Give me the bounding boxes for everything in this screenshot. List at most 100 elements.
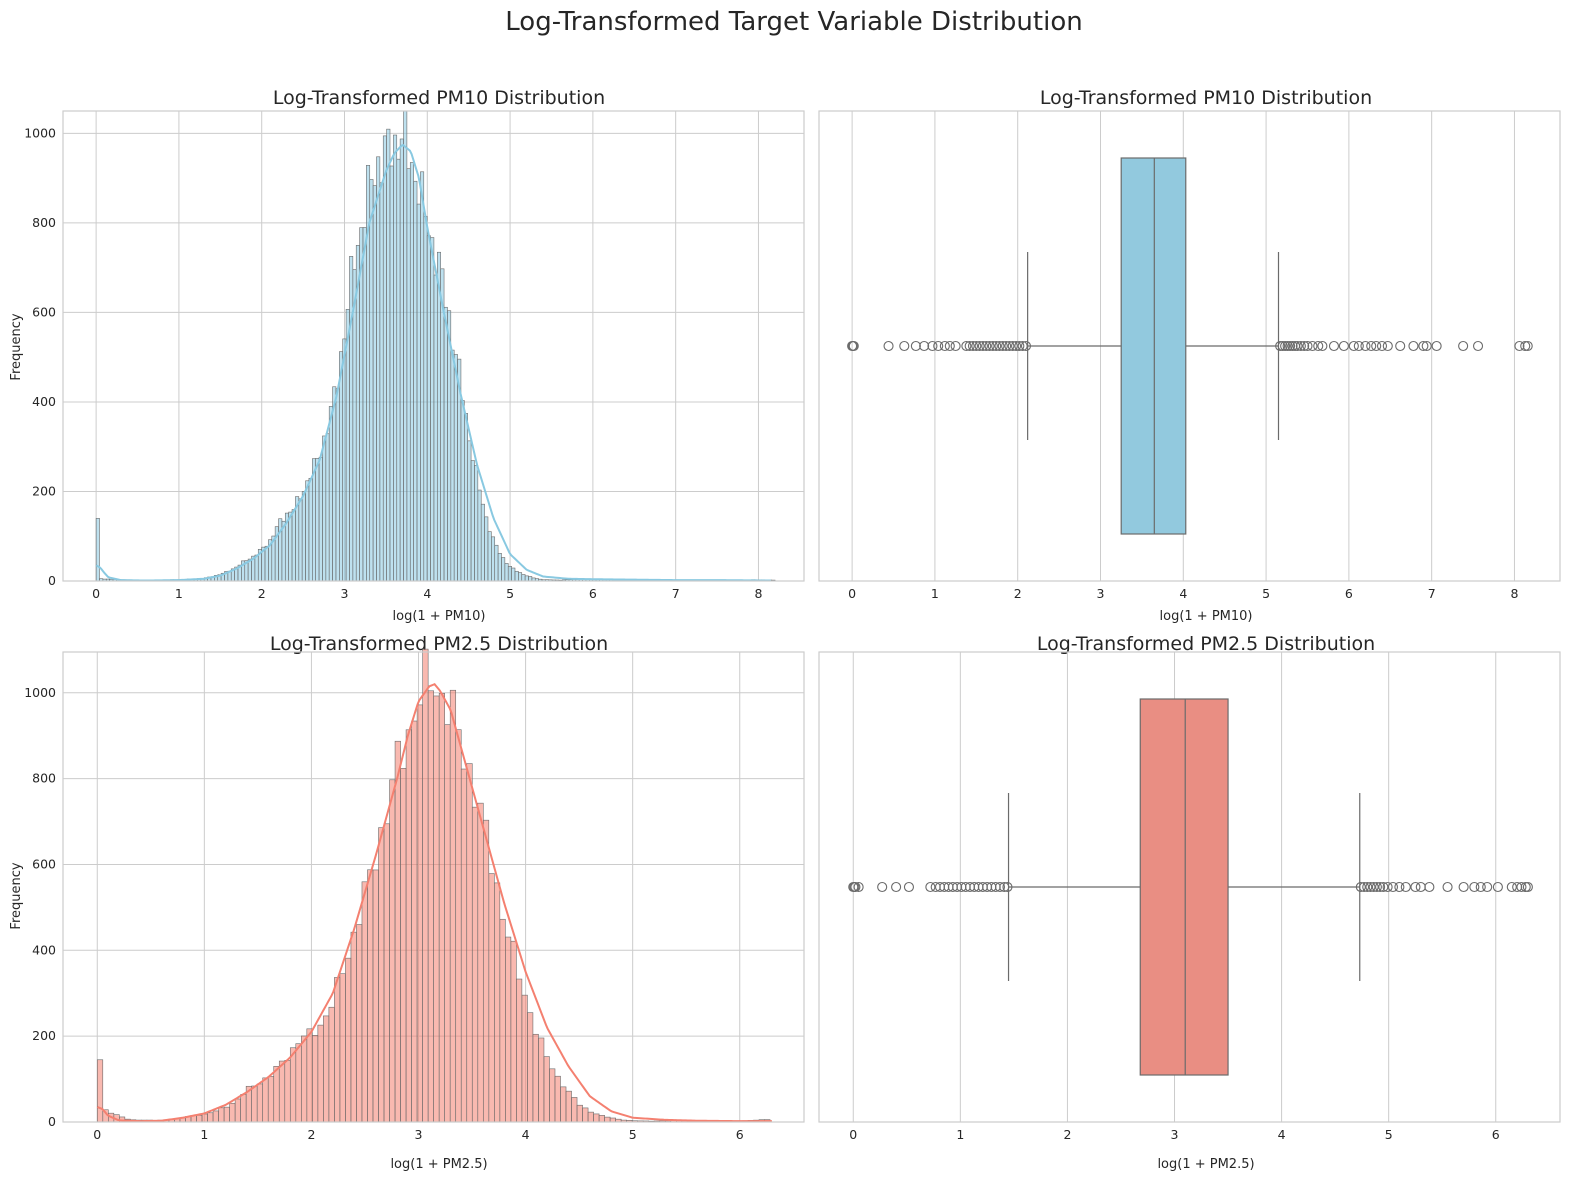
histogram-bar [379, 182, 384, 582]
y-tick-label: 400 [32, 394, 56, 409]
histogram-bar [494, 882, 501, 1123]
outlier-point [1442, 881, 1453, 893]
outlier-point [903, 881, 914, 893]
outlier-point [944, 340, 955, 352]
outlier-point [950, 340, 961, 352]
histogram-bar [450, 349, 455, 582]
y-tick-label: 600 [32, 856, 56, 871]
histogram-bar [342, 338, 347, 582]
outlier-point [1371, 340, 1382, 352]
outlier-point [1010, 340, 1022, 352]
histogram-bar [516, 978, 523, 1123]
outlier-point [1378, 881, 1389, 893]
outlier-point [1020, 340, 1032, 352]
histogram-bar [335, 388, 340, 582]
histogram-bar [576, 1104, 583, 1123]
x-tick-label: 8 [1510, 586, 1518, 601]
y-tick-label: 0 [48, 573, 56, 588]
histogram-bar [505, 936, 512, 1123]
outlier-point [1348, 340, 1359, 352]
histogram-bar [527, 1012, 534, 1123]
outlier-point [1472, 340, 1484, 352]
histogram-bar [394, 740, 401, 1123]
histogram-bar [223, 1106, 230, 1123]
x-tick-label: 1 [175, 586, 183, 601]
histogram-bar [288, 511, 293, 582]
histogram-bar [538, 1037, 545, 1123]
x-tick-label: 0 [92, 586, 100, 601]
x-tick-label: 5 [506, 586, 514, 601]
histogram-bar [386, 128, 391, 582]
outlier-point [984, 340, 995, 352]
outlier-point [1522, 881, 1533, 893]
x-axis-label: log(1 + PM2.5) [390, 1157, 487, 1172]
histogram-bar [207, 1112, 214, 1123]
outlier-point [1522, 340, 1533, 352]
y-tick-label: 600 [32, 304, 56, 319]
outlier-point [991, 340, 1002, 352]
x-tick-label: 6 [1492, 1127, 1500, 1142]
histogram-bar [604, 1116, 611, 1123]
histogram-bar [393, 134, 398, 582]
histogram-bar [315, 457, 320, 582]
histogram-bar [504, 563, 509, 582]
histogram-bar [349, 256, 354, 582]
x-axis-label: log(1 + PM2.5) [1157, 1157, 1254, 1172]
outlier-point [994, 881, 1006, 893]
x-tick-label: 6 [1345, 586, 1353, 601]
histogram-bar [328, 1006, 335, 1123]
panel-pm10-histogram: Log-Transformed PM10 Distribution log(1 … [9, 87, 805, 624]
outlier-point [1355, 881, 1366, 893]
outlier-point [1358, 881, 1370, 893]
histogram-bar [406, 168, 411, 582]
histogram-bar [554, 1075, 561, 1123]
outlier-point [1506, 881, 1517, 893]
x-tick-label: 4 [1179, 586, 1187, 601]
outlier-point [1313, 340, 1324, 352]
histogram-bar [306, 1028, 313, 1123]
histogram-bar [369, 179, 374, 582]
outlier-point [899, 340, 910, 352]
histogram-bar [521, 994, 528, 1123]
outlier-point [994, 340, 1005, 352]
histogram-bar [345, 309, 350, 582]
histogram-bar [477, 802, 484, 1123]
histogram-bar [254, 554, 259, 582]
histogram-bar [278, 1060, 286, 1123]
outlier-point [1302, 340, 1313, 352]
histogram-bar [494, 544, 499, 582]
figure-suptitle: Log-Transformed Target Variable Distribu… [505, 7, 1082, 37]
x-tick-label: 5 [629, 1127, 637, 1142]
x-tick-label: 0 [848, 586, 856, 601]
outlier-point [891, 881, 902, 893]
box-iqr [1139, 698, 1229, 1076]
outlier-point [1458, 340, 1469, 352]
histogram-bar [464, 413, 468, 582]
histogram-bar [317, 1024, 324, 1123]
box-iqr [1120, 157, 1187, 535]
histogram-bar [549, 1068, 556, 1123]
histogram-bar [264, 545, 269, 582]
x-tick-label: 5 [1385, 1127, 1393, 1142]
histogram-bar [587, 1111, 594, 1123]
histogram-bar [497, 553, 502, 582]
histogram-bar [323, 1015, 330, 1123]
histogram-bar [491, 536, 496, 582]
outlier-point [848, 340, 859, 352]
histogram-bar [196, 1115, 203, 1123]
x-tick-label: 3 [1097, 586, 1105, 601]
x-axis-label: log(1 + PM10) [1160, 609, 1253, 624]
outlier-point [1353, 340, 1364, 352]
outlier-point [1292, 340, 1303, 352]
histogram-bar [278, 518, 283, 582]
outlier-point [1014, 340, 1025, 352]
histogram-bar [96, 1059, 104, 1123]
outlier-point [933, 340, 944, 352]
histogram-bar [449, 689, 457, 1123]
outlier-point [1307, 340, 1318, 352]
outlier-point [1317, 340, 1328, 352]
outlier-point [1002, 881, 1013, 893]
outlier-point [853, 881, 864, 893]
histogram-bar [571, 1097, 578, 1123]
histogram-bar [295, 1043, 302, 1123]
